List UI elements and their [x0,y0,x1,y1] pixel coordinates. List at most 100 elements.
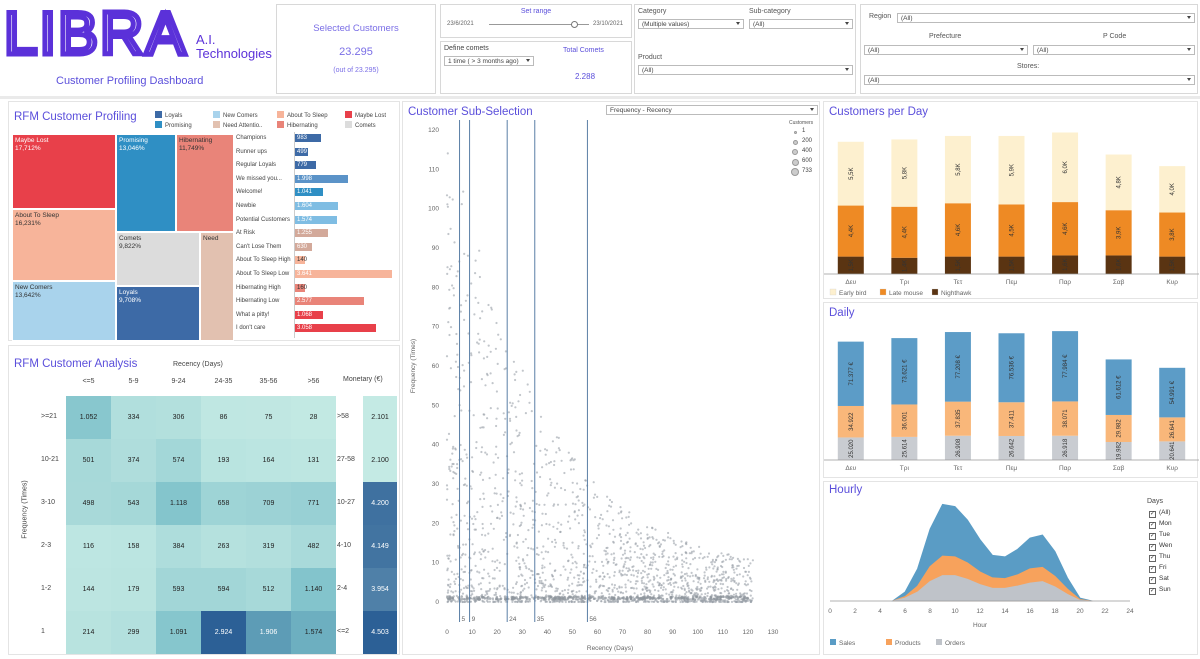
subcategory-select[interactable]: (All) [749,19,853,29]
category-select[interactable]: (Multiple values) [638,19,744,29]
heatmap-cell[interactable]: 334 [111,396,156,439]
bar[interactable] [295,161,316,170]
prefecture-select[interactable]: (All) [864,45,1028,55]
heatmap-cell[interactable]: 28 [291,396,336,439]
bar[interactable] [295,256,305,265]
region-select[interactable]: (All) [897,13,1195,23]
bar-segment-nighthawk[interactable] [1052,255,1079,274]
bar-segment-products[interactable] [998,402,1025,436]
bar-segment-sales[interactable] [1105,359,1132,415]
treemap-tile[interactable]: Promising 13,046% [116,134,176,232]
bar-segment-orders[interactable] [891,436,918,460]
bar-segment-sales[interactable] [998,333,1025,403]
day-checkbox[interactable]: ✓ Mon [1149,520,1172,529]
bar-segment-early-bird[interactable] [998,135,1025,205]
checkbox-box[interactable]: ✓ [1149,555,1156,562]
heatmap-cell[interactable]: 498 [66,482,111,525]
treemap-tile[interactable]: Maybe Lost 17,712% [12,134,116,209]
checkbox-box[interactable]: ✓ [1149,544,1156,551]
day-checkbox[interactable]: ✓ Wen [1149,542,1172,551]
monetary-cell[interactable]: 4.503 [363,611,397,654]
bar-segment-early-bird[interactable] [944,135,971,204]
heatmap-cell[interactable]: 658 [201,482,246,525]
heatmap-cell[interactable]: 1.091 [156,611,201,654]
treemap-tile[interactable]: Loyals 9,708% [116,286,200,341]
heatmap-cell[interactable]: 75 [246,396,291,439]
range-track[interactable] [489,24,589,25]
checkbox-box[interactable]: ✓ [1149,533,1156,540]
area-orders[interactable] [892,575,1093,602]
pcode-select[interactable]: (All) [1033,45,1195,55]
bar[interactable] [295,174,349,183]
rfm-legend-item[interactable]: New Comers [213,111,258,119]
rfm-legend-item[interactable]: Maybe Lost [345,111,386,119]
define-comets-select[interactable]: 1 time ( > 3 months ago) [444,56,534,66]
rfm-legend-item[interactable]: Need Attentio.. [213,121,262,129]
checkbox-box[interactable]: ✓ [1149,566,1156,573]
rfm-legend-item[interactable]: Promising [155,121,192,129]
heatmap-cell[interactable]: 543 [111,482,156,525]
heatmap-cell[interactable]: 1.052 [66,396,111,439]
heatmap-cell[interactable]: 319 [246,525,291,568]
heatmap-cell[interactable]: 214 [66,611,111,654]
rfm-legend-item[interactable]: Hibernating [277,121,318,129]
treemap-tile[interactable]: About To Sleep 16,231% [12,209,116,281]
bar-segment-orders[interactable] [998,435,1025,460]
bar-segment-orders[interactable] [1159,441,1186,460]
bar[interactable] [295,134,322,142]
bar[interactable] [295,297,364,306]
heatmap-cell[interactable]: 164 [246,439,291,482]
heatmap-cell[interactable]: 594 [201,568,246,611]
bar-segment-sales[interactable] [837,341,864,406]
heatmap-cell[interactable]: 2.924 [201,611,246,654]
heatmap-cell[interactable]: 299 [111,611,156,654]
heatmap-cell[interactable]: 574 [156,439,201,482]
bar-segment-late-mouse[interactable] [1052,202,1079,256]
rfm-legend-item[interactable]: About To Sleep [277,111,328,119]
heatmap-cell[interactable]: 593 [156,568,201,611]
bar[interactable] [295,215,337,224]
day-checkbox[interactable]: ✓ Tue [1149,531,1170,540]
heatmap-cell[interactable]: 512 [246,568,291,611]
bar-segment-orders[interactable] [1052,435,1079,460]
heatmap-cell[interactable]: 179 [111,568,156,611]
bar-segment-orders[interactable] [1105,441,1132,460]
heatmap-cell[interactable]: 1.118 [156,482,201,525]
bar-segment-early-bird[interactable] [891,139,918,207]
bar[interactable] [295,202,338,210]
bar-segment-nighthawk[interactable] [1105,255,1132,274]
heatmap-cell[interactable]: 384 [156,525,201,568]
bar-segment-nighthawk[interactable] [944,256,971,274]
axis-pair-select[interactable]: Frequency - Recency [606,105,818,115]
heatmap-cell[interactable]: 116 [66,525,111,568]
day-checkbox[interactable]: ✓ (All) [1149,509,1171,518]
bar-segment-products[interactable] [1159,417,1186,442]
treemap-tile[interactable]: Need [200,232,234,341]
heatmap-cell[interactable]: 86 [201,396,246,439]
heatmap-cell[interactable]: 158 [111,525,156,568]
heatmap-cell[interactable]: 144 [66,568,111,611]
bar-segment-late-mouse[interactable] [891,206,918,258]
bar-segment-nighthawk[interactable] [998,256,1025,274]
checkbox-box[interactable]: ✓ [1149,511,1156,518]
day-checkbox[interactable]: ✓ Sat [1149,575,1169,584]
checkbox-box[interactable]: ✓ [1149,588,1156,595]
heatmap-cell[interactable]: 482 [291,525,336,568]
treemap-tile[interactable]: Comets 9,822% [116,232,200,286]
bar[interactable] [295,229,329,238]
bar-segment-late-mouse[interactable] [998,204,1025,257]
heatmap-cell[interactable]: 193 [201,439,246,482]
range-handle[interactable] [571,21,578,28]
monetary-cell[interactable]: 4.149 [363,525,397,568]
bar-segment-late-mouse[interactable] [1159,212,1186,257]
bar-segment-products[interactable] [944,401,971,436]
bar-segment-late-mouse[interactable] [1105,210,1132,256]
bar-segment-sales[interactable] [891,338,918,405]
bar-segment-sales[interactable] [1052,331,1079,402]
product-select[interactable]: (All) [638,65,853,75]
treemap-tile[interactable]: New Comers 13,642% [12,281,116,341]
day-checkbox[interactable]: ✓ Fri [1149,564,1167,573]
rfm-legend-item[interactable]: Loyals [155,111,182,119]
bar[interactable] [295,324,377,333]
